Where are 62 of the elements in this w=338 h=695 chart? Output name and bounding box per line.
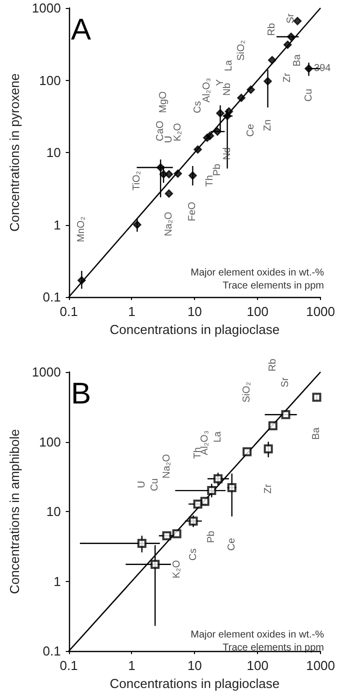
annotation: Pb xyxy=(212,163,223,176)
y-axis-title: Concentrations in amphibole xyxy=(7,429,22,594)
annotation: Cs xyxy=(192,101,204,114)
annotation: Ba xyxy=(311,427,322,440)
chart-title: B xyxy=(71,378,92,410)
annotation: Zn xyxy=(262,119,274,132)
y-tick-label: 0.1 xyxy=(42,644,61,659)
annotation: Cu xyxy=(150,478,161,492)
y-tick-label: 1000 xyxy=(32,0,61,16)
annotation: Major element oxides in wt.-% xyxy=(190,630,324,640)
annotation: Sr xyxy=(286,12,297,24)
x-axis-title: Concentrations in plagioclase xyxy=(110,322,280,337)
x-tick-label: 1000 xyxy=(306,658,335,674)
x-tick-label: 1 xyxy=(128,304,136,319)
x-tick-label: 1 xyxy=(128,658,136,674)
x-tick-label: 10 xyxy=(187,658,202,674)
annotation: SiO₂ xyxy=(236,40,247,61)
x-tick-label: 100 xyxy=(246,304,268,319)
annotation: Cs xyxy=(188,548,199,561)
annotation: Na₂O xyxy=(163,212,174,236)
y-tick-label: 10 xyxy=(46,145,61,160)
annotation: La xyxy=(212,430,224,443)
annotation: Al₂O₃ xyxy=(202,78,213,102)
annotation: MgO xyxy=(158,91,170,113)
y-tick-label: 100 xyxy=(39,72,61,88)
annotation: Pb xyxy=(206,530,218,544)
annotation: Th xyxy=(204,175,216,187)
annotation: FeO xyxy=(187,202,198,222)
annotation: Cu xyxy=(303,88,314,102)
annotation: Major element oxides in wt.-% xyxy=(190,268,324,278)
y-tick-label: 10 xyxy=(46,504,61,520)
annotation: K₂O xyxy=(172,122,184,142)
text: Rb xyxy=(267,358,278,372)
annotation: SiO₂ xyxy=(242,382,253,402)
annotation: Ce xyxy=(226,537,238,551)
annotation: TiO₂ xyxy=(132,170,143,190)
y-axis-title: Concentrations in pyroxene xyxy=(7,73,22,232)
y-tick-label: 1 xyxy=(54,574,61,589)
x-axis-title: Concentrations in plagioclase xyxy=(110,676,280,691)
annotation: Rb xyxy=(266,22,278,36)
y-tick-label: 0.1 xyxy=(42,290,61,304)
annotation: 394 xyxy=(314,63,332,74)
annotation: K₂O xyxy=(171,560,182,578)
x-tick-label: 10 xyxy=(187,304,202,319)
annotation: La xyxy=(223,60,234,72)
annotation: Ce xyxy=(245,124,256,137)
annotation: Na₂O xyxy=(161,454,172,478)
y-tick-label: 1000 xyxy=(32,364,61,380)
annotation: Trace elements in ppm xyxy=(222,280,324,292)
x-tick-label: 1000 xyxy=(306,304,335,319)
annotation: Zr xyxy=(282,72,294,82)
annotation: MnO₂ xyxy=(76,216,88,242)
annotation: Trace elements in ppm xyxy=(222,642,324,654)
annotation: U xyxy=(136,480,148,488)
annotation: Sr xyxy=(280,376,292,388)
y-tick-label: 1 xyxy=(54,217,61,232)
annotation: Zr xyxy=(262,484,274,494)
y-tick-label: 100 xyxy=(39,434,61,450)
x-tick-label: 100 xyxy=(246,658,268,674)
annotation: Ba xyxy=(292,54,303,67)
annotation: U xyxy=(163,136,174,143)
chart-title: A xyxy=(71,14,92,46)
